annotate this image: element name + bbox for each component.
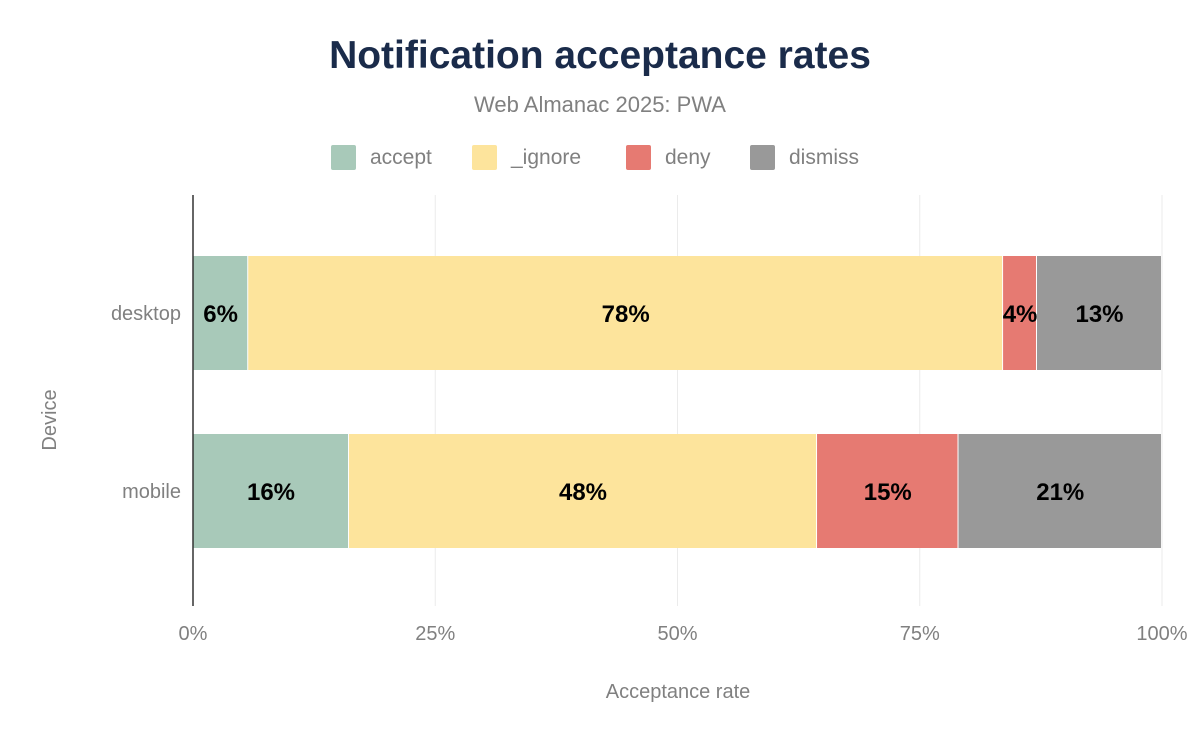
legend-label: deny <box>665 146 711 169</box>
legend-label: accept <box>370 146 432 169</box>
bar-segment-accept <box>193 256 248 370</box>
legend-swatch-dismiss <box>750 145 775 170</box>
x-axis-title: Acceptance rate <box>606 681 751 703</box>
y-tick-label: mobile <box>122 481 181 503</box>
legend: accept _ignore deny dismiss <box>331 145 859 170</box>
bar-segment-dismiss <box>1036 256 1161 370</box>
y-axis-title: Device <box>39 389 61 450</box>
x-tick-label: 75% <box>900 623 940 645</box>
y-tick-labels: desktop mobile <box>111 303 181 503</box>
chart-title: Notification acceptance rates <box>329 34 871 77</box>
bar-data-label: 21% <box>1036 479 1084 506</box>
legend-swatch-ignore <box>472 145 497 170</box>
legend-label: dismiss <box>789 146 859 169</box>
bar-segment-dismiss <box>958 434 1161 548</box>
bar-data-label: 78% <box>602 301 650 328</box>
bar-segment-deny <box>1003 256 1036 370</box>
x-tick-label: 50% <box>657 623 697 645</box>
bar-segment-deny <box>817 434 958 548</box>
bar-data-label: 48% <box>559 479 607 506</box>
x-tick-labels: 0% 25% 50% 75% 100% <box>179 623 1188 645</box>
x-tick-label: 25% <box>415 623 455 645</box>
legend-swatch-accept <box>331 145 356 170</box>
bar-data-label: 13% <box>1075 301 1123 328</box>
y-tick-label: desktop <box>111 303 181 325</box>
legend-swatch-deny <box>626 145 651 170</box>
bar-data-label: 16% <box>247 479 295 506</box>
bars: 6% 78% 4% 13% 16% 48% 15% 21% <box>193 256 1161 548</box>
x-tick-label: 100% <box>1136 623 1187 645</box>
bar-segment-ignore <box>349 434 817 548</box>
bar-segment-ignore <box>248 256 1003 370</box>
bar-segment-accept <box>193 434 349 548</box>
chart-subtitle: Web Almanac 2025: PWA <box>474 92 726 117</box>
bar-data-label: 6% <box>203 301 238 328</box>
bar-data-label: 15% <box>864 479 912 506</box>
legend-label: _ignore <box>510 146 581 169</box>
x-tick-label: 0% <box>179 623 208 645</box>
bar-data-label: 4% <box>1003 301 1038 328</box>
